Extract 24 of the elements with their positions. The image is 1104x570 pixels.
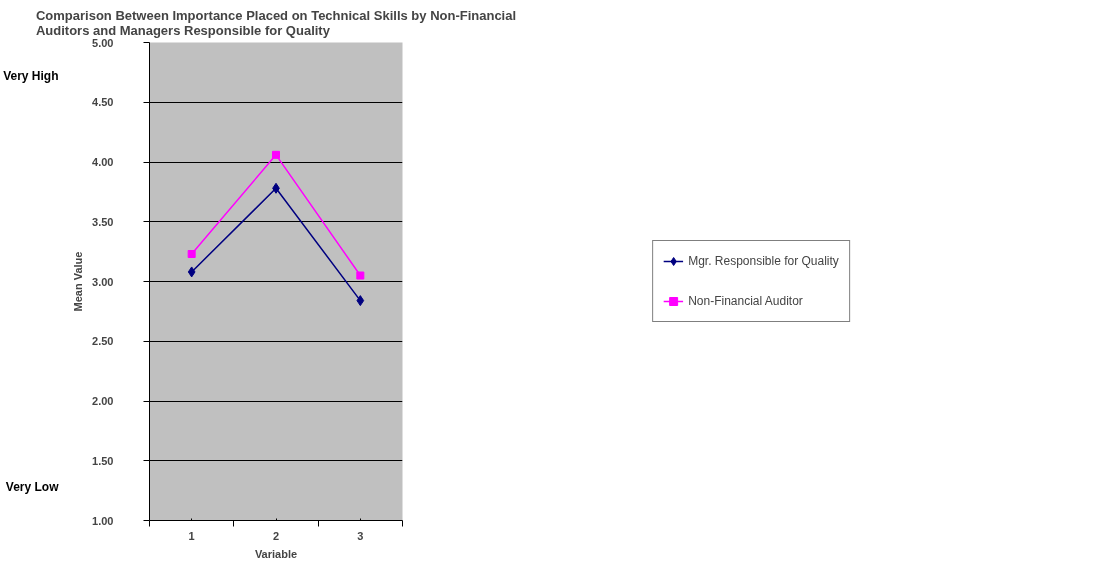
- x-axis-title: Variable: [254, 547, 298, 560]
- y-tick-label: 5.00: [92, 36, 114, 49]
- chart-title: Comparison Between Importance Placed on Technical Skills by Non-Financial Auditors and Managers Responsible for Quality: [35, 7, 517, 38]
- y-tick-label: 1.00: [92, 514, 114, 527]
- y-axis-title: Mean Value: [72, 251, 85, 312]
- y-tick-label: 2.50: [92, 335, 114, 348]
- x-tick-label: 3: [357, 529, 364, 542]
- point: [356, 295, 365, 307]
- y-tick-label: 3.00: [92, 275, 114, 288]
- point: [187, 250, 196, 259]
- y-tick-label: 3.50: [92, 215, 114, 228]
- point: [356, 271, 365, 280]
- legend-label: Non-Financial Auditor: [688, 294, 803, 308]
- text: Very Low: [5, 480, 60, 495]
- y-tick-label: 1.50: [92, 454, 114, 467]
- point: [272, 150, 280, 159]
- legend-label: Mgr. Responsible for Quality: [688, 254, 839, 268]
- x-tick-label: 1: [188, 529, 195, 542]
- x-tick-label: 2: [272, 529, 280, 542]
- point: [187, 266, 196, 278]
- y-tick-label: 2.00: [92, 395, 114, 407]
- y-tick-label: 4.00: [92, 156, 114, 168]
- y-tick-label: 4.50: [92, 96, 114, 109]
- text: Very High: [3, 68, 59, 83]
